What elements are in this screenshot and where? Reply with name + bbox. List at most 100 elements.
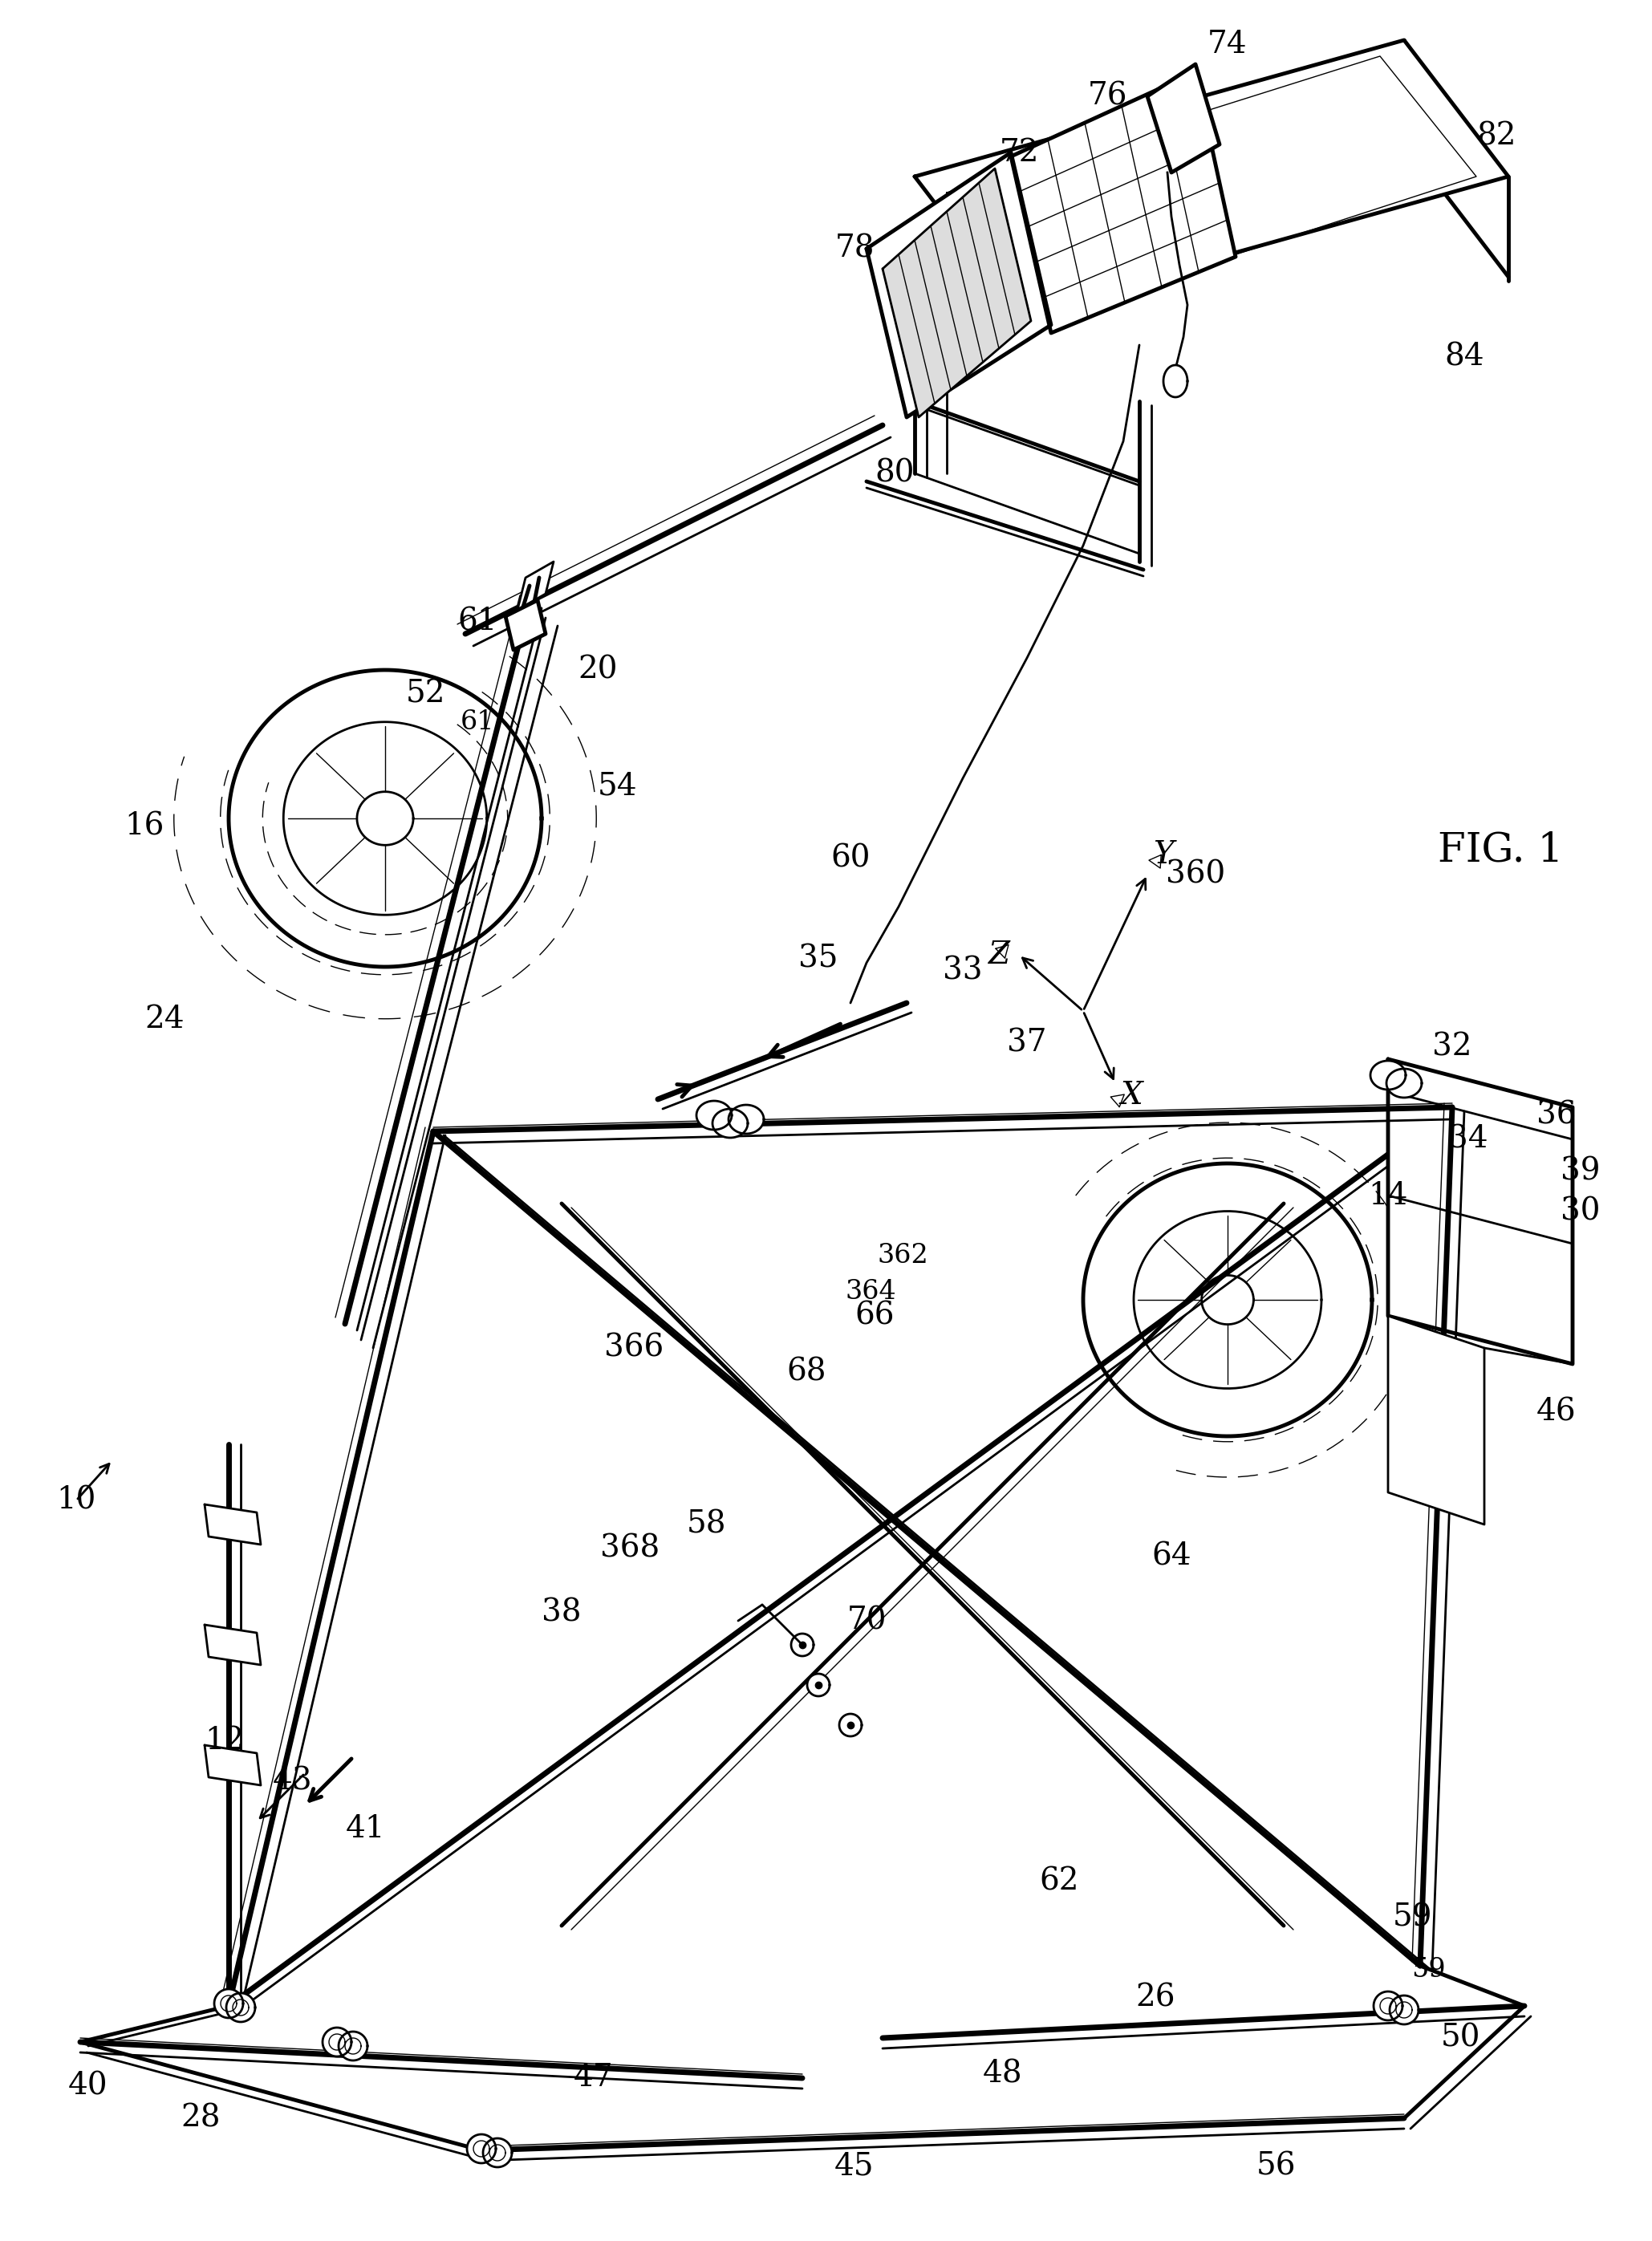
Text: 45: 45 bbox=[834, 2151, 874, 2180]
Polygon shape bbox=[1373, 1992, 1403, 2021]
Text: 28: 28 bbox=[180, 2104, 220, 2133]
Polygon shape bbox=[808, 1674, 829, 1696]
Text: 366: 366 bbox=[605, 1333, 664, 1363]
Polygon shape bbox=[226, 1992, 254, 2021]
Polygon shape bbox=[1388, 1315, 1483, 1524]
Polygon shape bbox=[205, 1625, 261, 1665]
Text: 14: 14 bbox=[1368, 1181, 1408, 1210]
Polygon shape bbox=[228, 670, 542, 966]
Text: Z: Z bbox=[988, 939, 1009, 970]
Polygon shape bbox=[517, 562, 553, 610]
Polygon shape bbox=[729, 1105, 763, 1134]
Polygon shape bbox=[996, 946, 1008, 959]
Polygon shape bbox=[357, 791, 413, 845]
Text: 74: 74 bbox=[1208, 29, 1247, 58]
Polygon shape bbox=[1084, 1163, 1373, 1436]
Text: 58: 58 bbox=[686, 1510, 725, 1540]
Polygon shape bbox=[867, 152, 1051, 417]
Text: 56: 56 bbox=[1256, 2151, 1295, 2180]
Polygon shape bbox=[506, 601, 545, 650]
Text: 80: 80 bbox=[876, 459, 915, 489]
Text: 61: 61 bbox=[461, 710, 494, 735]
Text: 33: 33 bbox=[943, 957, 983, 986]
Text: 39: 39 bbox=[1561, 1156, 1601, 1185]
Text: 46: 46 bbox=[1536, 1398, 1576, 1428]
Text: 52: 52 bbox=[405, 679, 444, 708]
Polygon shape bbox=[1371, 1060, 1406, 1089]
Text: 64: 64 bbox=[1151, 1542, 1191, 1571]
Polygon shape bbox=[468, 2133, 496, 2163]
Text: 54: 54 bbox=[598, 771, 638, 802]
Text: 20: 20 bbox=[578, 654, 618, 686]
Polygon shape bbox=[1201, 1275, 1254, 1324]
Polygon shape bbox=[1386, 1069, 1422, 1098]
Text: 37: 37 bbox=[1008, 1029, 1047, 1058]
Text: 59: 59 bbox=[1393, 1903, 1432, 1932]
Polygon shape bbox=[482, 2138, 512, 2167]
Polygon shape bbox=[1148, 854, 1161, 867]
Text: 61: 61 bbox=[458, 607, 497, 636]
Text: 47: 47 bbox=[573, 2064, 613, 2093]
Polygon shape bbox=[215, 1990, 243, 2017]
Text: 34: 34 bbox=[1449, 1125, 1488, 1154]
Polygon shape bbox=[712, 1109, 748, 1138]
Polygon shape bbox=[1396, 2001, 1412, 2017]
Text: 368: 368 bbox=[600, 1533, 659, 1564]
Text: 66: 66 bbox=[854, 1302, 894, 1331]
Polygon shape bbox=[205, 1746, 261, 1786]
Polygon shape bbox=[205, 1504, 261, 1544]
Text: 26: 26 bbox=[1135, 1983, 1175, 2012]
Polygon shape bbox=[345, 2037, 362, 2055]
Polygon shape bbox=[1011, 72, 1236, 334]
Text: FIG. 1: FIG. 1 bbox=[1437, 831, 1563, 870]
Text: 72: 72 bbox=[999, 137, 1039, 168]
Polygon shape bbox=[1133, 1210, 1322, 1389]
Polygon shape bbox=[791, 1634, 813, 1656]
Text: 36: 36 bbox=[1536, 1100, 1576, 1129]
Text: 68: 68 bbox=[786, 1358, 826, 1387]
Text: Y: Y bbox=[1153, 840, 1173, 870]
Polygon shape bbox=[1389, 1994, 1419, 2024]
Text: 60: 60 bbox=[831, 843, 871, 874]
Polygon shape bbox=[221, 1994, 236, 2012]
Polygon shape bbox=[339, 2033, 367, 2059]
Polygon shape bbox=[322, 2028, 352, 2057]
Text: 78: 78 bbox=[834, 233, 874, 264]
Text: 32: 32 bbox=[1432, 1033, 1472, 1062]
Text: 40: 40 bbox=[68, 2071, 107, 2102]
Text: 360: 360 bbox=[1166, 861, 1226, 890]
Text: 62: 62 bbox=[1039, 1867, 1079, 1896]
Text: 43: 43 bbox=[273, 1766, 312, 1795]
Text: 16: 16 bbox=[124, 811, 164, 840]
Polygon shape bbox=[882, 168, 1031, 417]
Text: X: X bbox=[1120, 1080, 1143, 1109]
Polygon shape bbox=[329, 2035, 345, 2051]
Polygon shape bbox=[697, 1100, 732, 1129]
Text: 38: 38 bbox=[542, 1598, 582, 1627]
Text: 82: 82 bbox=[1477, 121, 1517, 150]
Text: 30: 30 bbox=[1561, 1197, 1601, 1226]
Polygon shape bbox=[1163, 365, 1188, 397]
Polygon shape bbox=[1110, 1094, 1125, 1107]
Polygon shape bbox=[489, 2145, 506, 2160]
Text: 70: 70 bbox=[847, 1607, 887, 1636]
Polygon shape bbox=[284, 722, 487, 914]
Text: 364: 364 bbox=[846, 1280, 895, 1304]
Text: 41: 41 bbox=[345, 1815, 385, 1844]
Polygon shape bbox=[839, 1714, 862, 1737]
Polygon shape bbox=[1388, 1060, 1573, 1365]
Polygon shape bbox=[1379, 1999, 1396, 2015]
Text: 12: 12 bbox=[205, 1726, 244, 1757]
Polygon shape bbox=[233, 1999, 249, 2015]
Text: 24: 24 bbox=[145, 1004, 185, 1033]
Text: 84: 84 bbox=[1444, 343, 1483, 372]
Text: 50: 50 bbox=[1441, 2024, 1480, 2053]
Text: 48: 48 bbox=[983, 2059, 1023, 2089]
Text: 362: 362 bbox=[877, 1244, 928, 1268]
Text: 59: 59 bbox=[1411, 1956, 1446, 1983]
Polygon shape bbox=[1148, 65, 1219, 173]
Text: 10: 10 bbox=[56, 1486, 96, 1515]
Text: 35: 35 bbox=[798, 943, 838, 973]
Text: 76: 76 bbox=[1087, 81, 1127, 112]
Polygon shape bbox=[915, 40, 1508, 314]
